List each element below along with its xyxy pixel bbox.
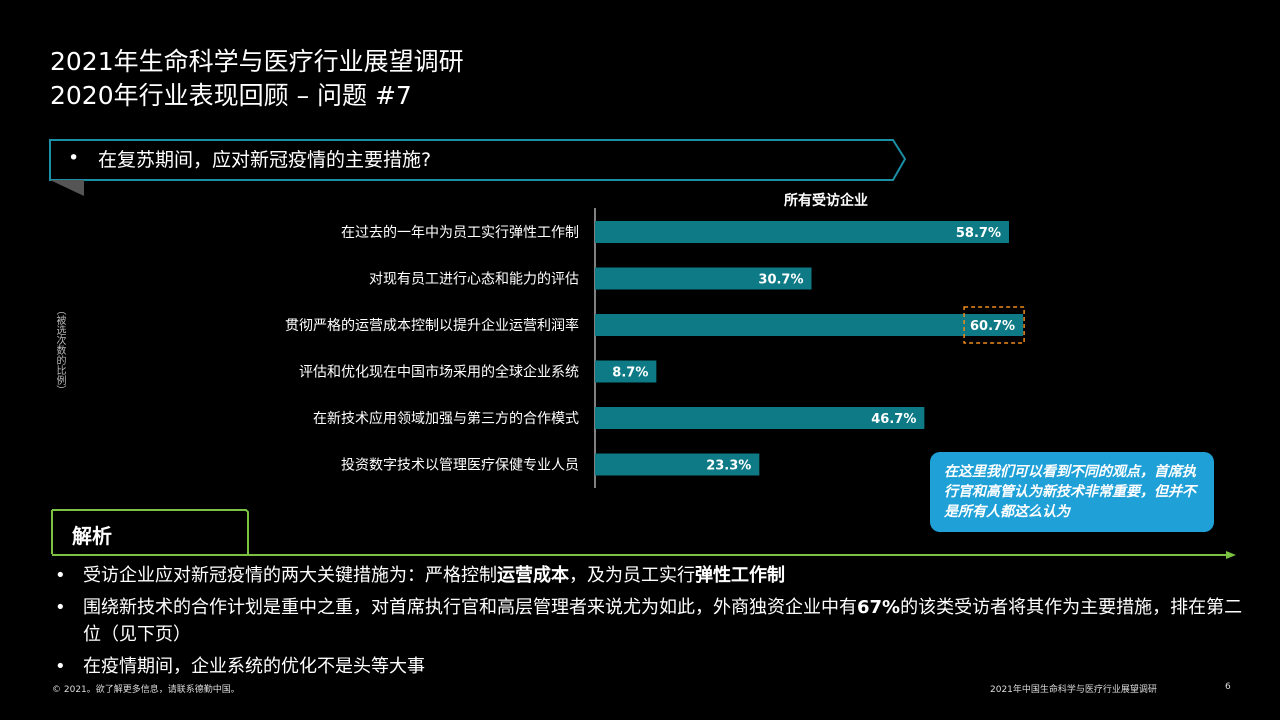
category-label-0: 在过去的一年中为员工实行弹性工作制 [341,225,579,241]
bullet-dot: • [55,565,66,586]
bar-5 [595,453,760,476]
category-label-5: 投资数字技术以管理医疗保健专业人员 [341,458,579,474]
analysis-item-1-part-1: 67% [857,597,901,618]
analysis-heading: 解析 [72,524,112,548]
category-label-4: 在新技术应用领域加强与第三方的合作模式 [313,410,579,427]
analysis-frame [51,509,1236,559]
callout-box: 在这里我们可以看到不同的观点，首席执行官和高管认为新技术非常重要，但并不是所有人… [930,452,1214,532]
analysis-item-0-part-0: 受访企业应对新冠疫情的两大关键措施为：严格控制 [83,565,497,586]
bullet-dot: • [55,597,66,618]
value-label-5: 23.3% [706,459,751,474]
bullet-dot: • [55,656,66,677]
value-label-0: 58.7% [956,226,1001,241]
category-label-3: 评估和优化现在中国市场采用的全球企业系统 [299,364,579,381]
y-axis-label: （被选次数的比例） [54,305,65,395]
analysis-item-2: • 在疫情期间，企业系统的优化不是头等大事 [52,653,1252,680]
bar-0 [595,221,1009,243]
analysis-item-1-part-2: 的该类受访者将其作为主要措施，排在第二位（见下页） [83,597,1243,645]
analysis-item-1: • 围绕新技术的合作计划是重中之重，对首席执行官和高层管理者来说尤为如此，外商独资… [52,594,1252,648]
bar-3 [595,360,657,383]
analysis-item-0: • 受访企业应对新冠疫情的两大关键措施为：严格控制运营成本，及为员工实行弹性工作制 [52,562,1252,589]
category-label-2: 贯彻严格的运营成本控制以提升企业运营利润率 [285,317,579,334]
value-label-1: 30.7% [758,273,803,288]
value-label-2: 60.7% [970,319,1015,334]
page-title: 2021年生命科学与医疗行业展望调研 2020年行业表现回顾 – 问题 #7 [50,45,464,113]
title-line-2: 2020年行业表现回顾 – 问题 #7 [50,81,412,110]
bar-4 [595,407,925,429]
question-bullet: • [68,147,80,169]
footer-report-title: 2021年中国生命科学与医疗行业展望调研 [990,685,1157,695]
analysis-item-0-part-3: 弹性工作制 [695,565,785,586]
question-text: 在复苏期间，应对新冠疫情的主要措施? [98,149,432,171]
question-banner-frame [49,139,907,196]
value-label-3: 8.7% [612,366,648,381]
analysis-item-0-part-1: 运营成本 [497,565,569,586]
analysis-item-1-part-0: 围绕新技术的合作计划是重中之重，对首席执行官和高层管理者来说尤为如此，外商独资企… [83,597,857,618]
category-label-1: 对现有员工进行心态和能力的评估 [369,272,579,288]
footer-copyright: © 2021。欲了解更多信息，请联系德勤中国。 [52,685,240,695]
analysis-item-2-part-0: 在疫情期间，企业系统的优化不是头等大事 [83,656,425,677]
analysis-bullets: • 受访企业应对新冠疫情的两大关键措施为：严格控制运营成本，及为员工实行弹性工作制… [52,562,1252,685]
title-line-1: 2021年生命科学与医疗行业展望调研 [50,47,464,76]
bar-2 [595,314,1024,336]
page-number: 6 [1225,682,1231,692]
analysis-item-0-part-2: ，及为员工实行 [569,565,695,586]
value-label-4: 46.7% [871,412,916,427]
highlight-box [963,306,1025,344]
bar-1 [595,267,812,290]
